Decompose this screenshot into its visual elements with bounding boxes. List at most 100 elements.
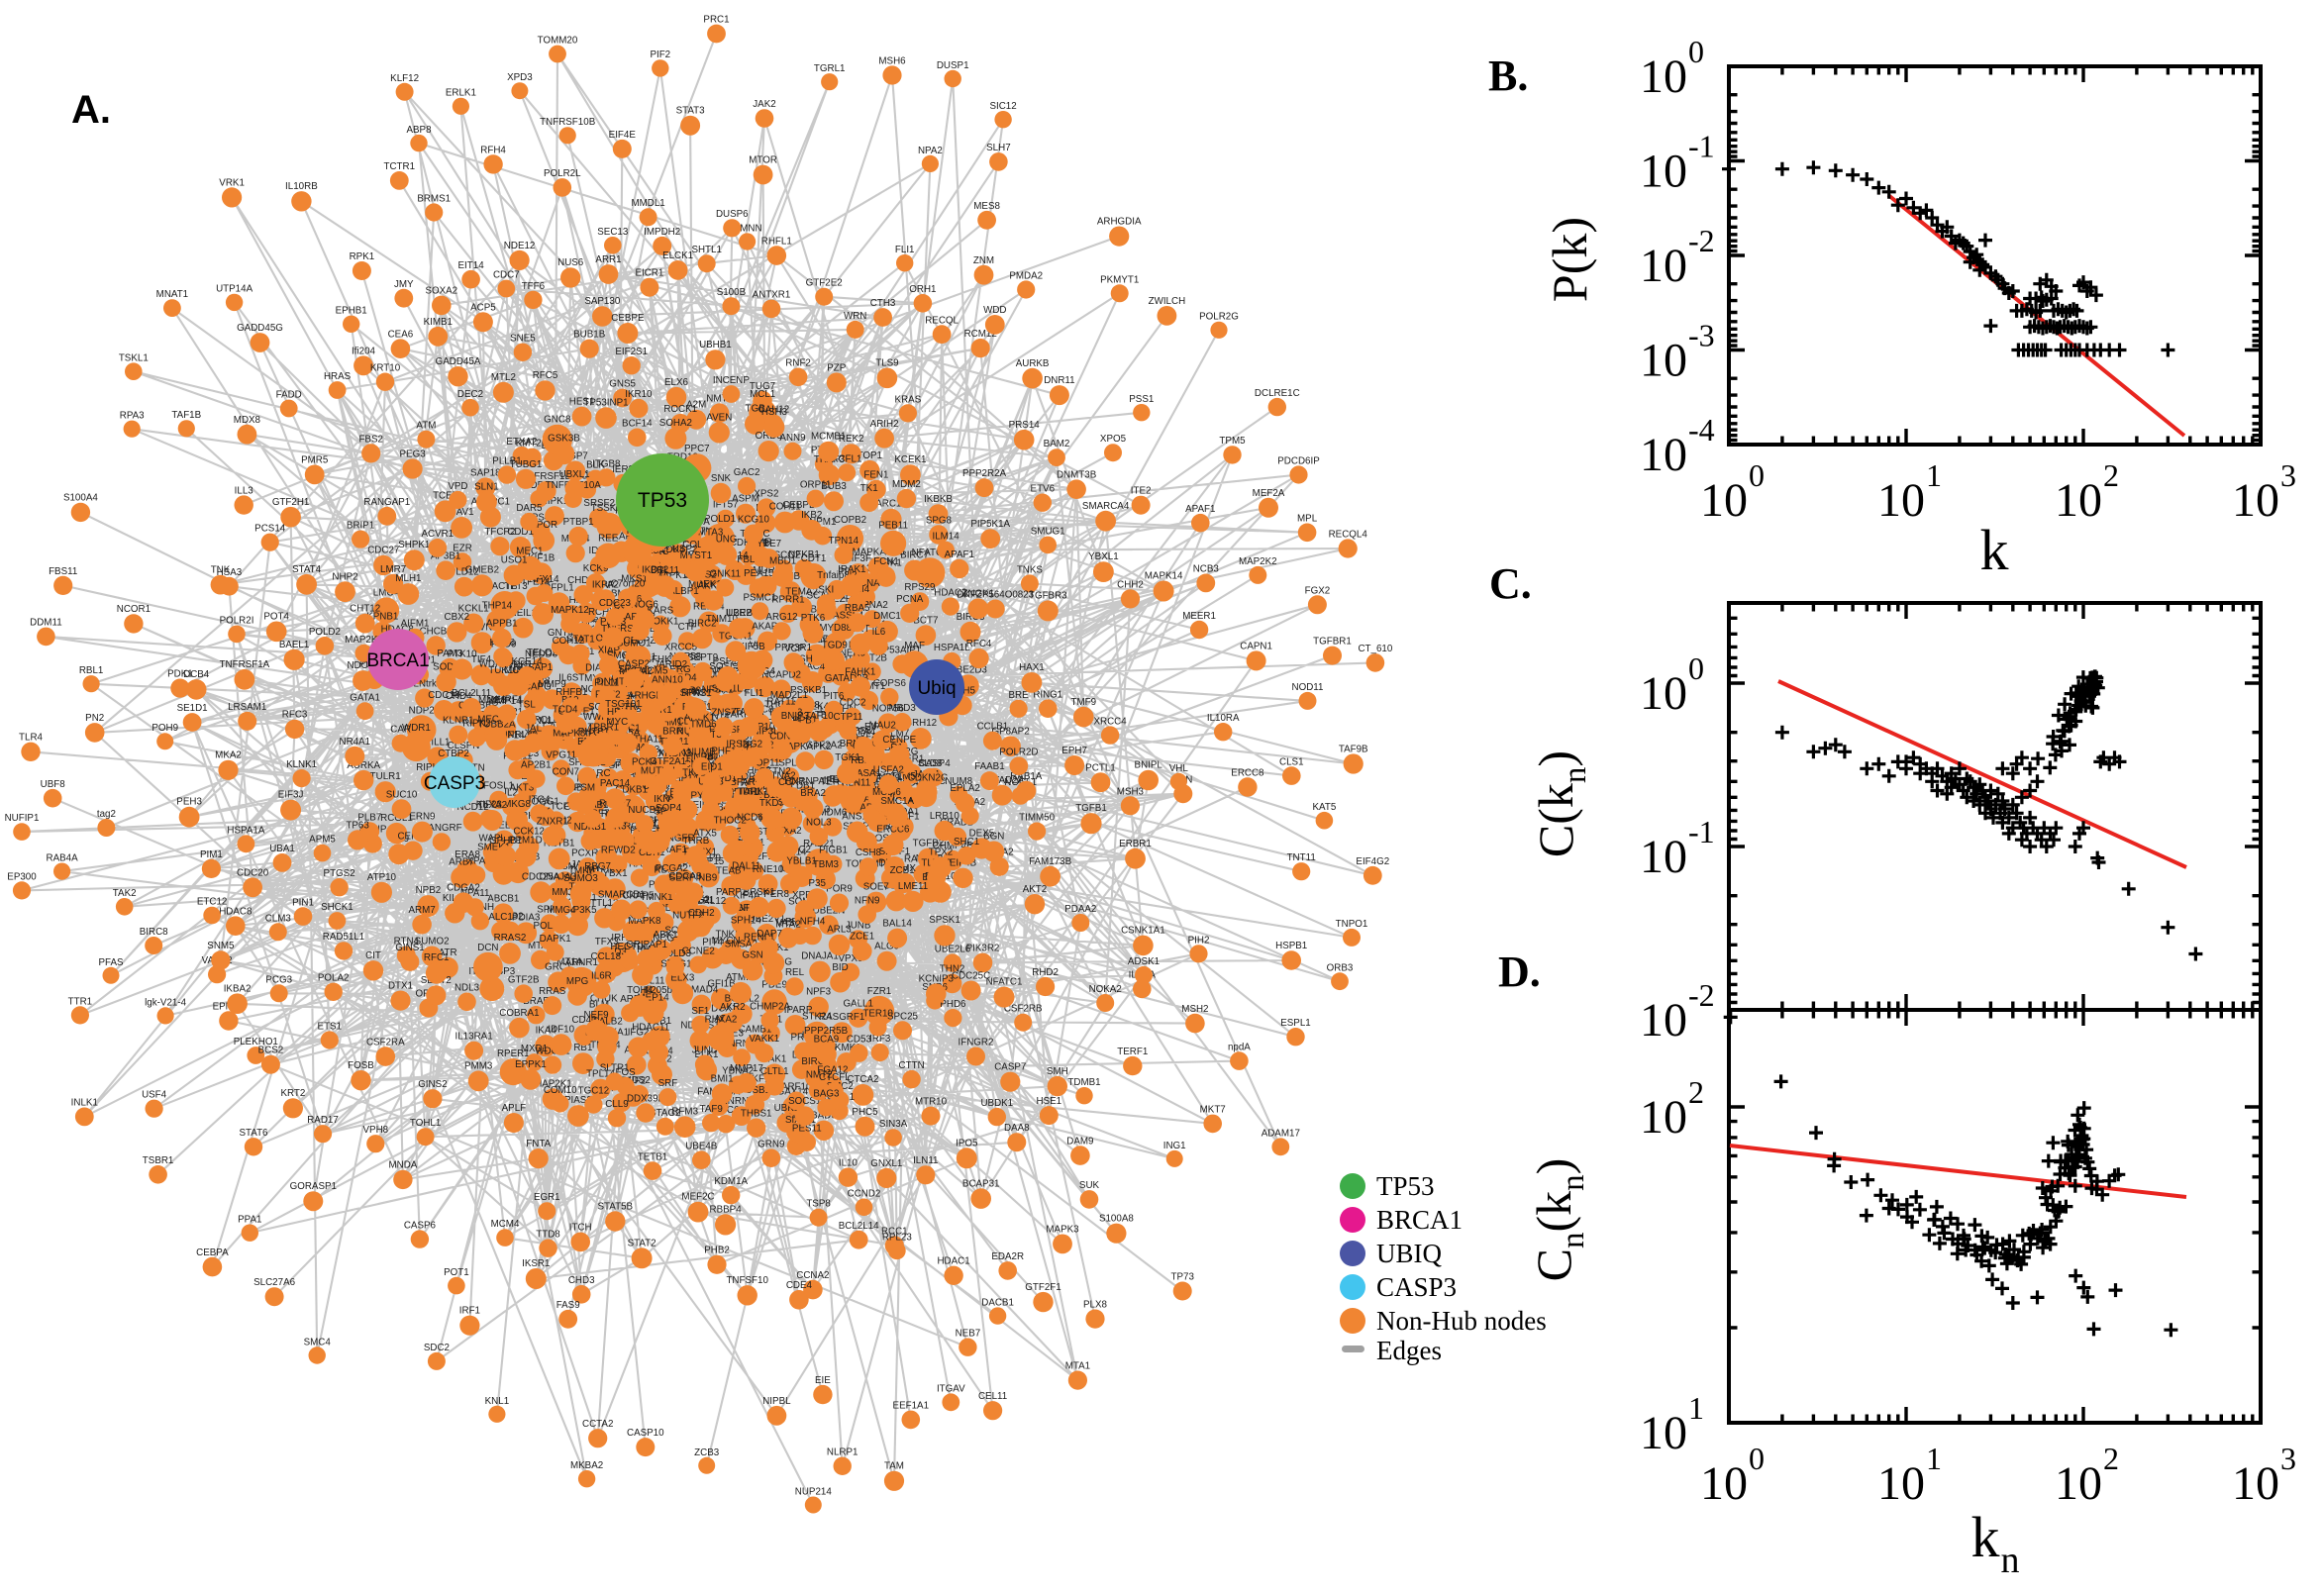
svg-text:PARC: PARC <box>584 768 611 779</box>
svg-text:KIF4A: KIF4A <box>733 890 760 901</box>
svg-text:RPS6KB1: RPS6KB1 <box>783 685 827 696</box>
svg-text:POT4: POT4 <box>263 612 289 623</box>
svg-text:DNAJA1: DNAJA1 <box>801 951 839 962</box>
svg-text:PFAS: PFAS <box>98 957 124 968</box>
svg-text:TIMM50: TIMM50 <box>1019 813 1055 824</box>
svg-text:FBS11: FBS11 <box>49 566 77 577</box>
svg-text:STAT6: STAT6 <box>239 1128 268 1139</box>
svg-text:CETN2: CETN2 <box>759 766 791 777</box>
svg-text:1: 1 <box>1926 1441 1942 1476</box>
svg-text:OGG1: OGG1 <box>532 797 559 808</box>
svg-text:ATB10: ATB10 <box>752 790 781 801</box>
svg-text:RHD2: RHD2 <box>1032 967 1059 978</box>
svg-text:TCTR1: TCTR1 <box>384 161 416 172</box>
svg-text:1: 1 <box>1926 457 1942 493</box>
svg-text:ARNR1: ARNR1 <box>565 957 598 968</box>
svg-text:PPP4C: PPP4C <box>755 718 786 729</box>
svg-text:IL6R: IL6R <box>591 971 612 982</box>
svg-text:CLSPN: CLSPN <box>448 741 480 751</box>
svg-text:POLA1: POLA1 <box>534 921 565 932</box>
svg-text:PIK3R2: PIK3R2 <box>966 944 1000 954</box>
svg-text:BMX: BMX <box>895 863 917 874</box>
svg-text:IKBA2: IKBA2 <box>224 983 252 994</box>
svg-text:TBM3: TBM3 <box>813 859 840 870</box>
svg-text:ELX6: ELX6 <box>664 377 689 388</box>
svg-text:XPS2: XPS2 <box>754 488 778 499</box>
svg-text:GP8AP2: GP8AP2 <box>992 726 1030 737</box>
svg-text:UBXL1: UBXL1 <box>559 469 590 480</box>
svg-text:KCKL1: KCKL1 <box>458 604 489 615</box>
svg-text:MNAT1: MNAT1 <box>156 289 188 300</box>
svg-text:HDAC1: HDAC1 <box>937 1256 969 1267</box>
svg-text:SPH14: SPH14 <box>731 915 762 926</box>
svg-text:DTX1: DTX1 <box>388 981 413 992</box>
svg-text:DDHR1: DDHR1 <box>555 595 588 606</box>
svg-text:MAPK14: MAPK14 <box>1145 571 1183 582</box>
svg-text:SOHA2: SOHA2 <box>659 418 692 429</box>
svg-text:MSH6: MSH6 <box>878 55 906 66</box>
svg-text:10: 10 <box>2055 1457 2102 1510</box>
svg-text:PILL1: PILL1 <box>425 737 451 748</box>
svg-text:ORC4: ORC4 <box>741 772 768 783</box>
svg-text:KLNR1: KLNR1 <box>443 716 474 727</box>
svg-text:FLI1: FLI1 <box>895 245 915 255</box>
svg-text:TDMB1: TDMB1 <box>1067 1077 1100 1088</box>
svg-text:TOP1: TOP1 <box>858 450 882 461</box>
svg-text:SIC12: SIC12 <box>989 101 1016 112</box>
svg-text:TAF1: TAF1 <box>739 787 761 798</box>
svg-text:ALC1: ALC1 <box>488 912 513 923</box>
svg-text:PES11: PES11 <box>792 1124 822 1135</box>
svg-text:CASP3: CASP3 <box>424 773 485 794</box>
svg-text:CLS1: CLS1 <box>1279 756 1304 767</box>
svg-text:SLC27A6: SLC27A6 <box>253 1277 295 1288</box>
svg-text:RFC4: RFC4 <box>966 639 992 649</box>
svg-text:ARHGEF4: ARHGEF4 <box>628 691 674 702</box>
svg-text:POR9: POR9 <box>826 884 853 895</box>
svg-text:GNT4: GNT4 <box>548 628 574 639</box>
svg-text:GNS5: GNS5 <box>609 379 636 390</box>
svg-text:DCB4: DCB4 <box>183 669 210 680</box>
svg-text:FAAB1: FAAB1 <box>974 761 1005 772</box>
svg-text:ZWILCH: ZWILCH <box>1149 296 1186 307</box>
svg-text:Edges: Edges <box>1376 1336 1442 1365</box>
svg-text:PMDA2: PMDA2 <box>1009 270 1043 281</box>
svg-text:FAHK1: FAHK1 <box>845 666 875 677</box>
svg-text:P(k): P(k) <box>1542 217 1597 302</box>
svg-text:TSG101: TSG101 <box>605 699 642 710</box>
svg-text:ANN9: ANN9 <box>779 433 805 444</box>
svg-text:FANCE: FANCE <box>569 684 602 695</box>
svg-text:POT1: POT1 <box>444 1267 469 1278</box>
svg-text:ZCB1: ZCB1 <box>890 865 915 876</box>
svg-text:TTD8: TTD8 <box>536 1230 560 1241</box>
svg-text:CHD4: CHD4 <box>446 691 472 702</box>
svg-text:IKN11: IKN11 <box>654 794 680 805</box>
svg-text:AP2B1: AP2B1 <box>521 759 552 770</box>
svg-text:EEF1A1: EEF1A1 <box>893 1401 930 1412</box>
svg-text:SLTR1: SLTR1 <box>600 1062 630 1073</box>
svg-text:PPP2R5B: PPP2R5B <box>804 1026 849 1037</box>
svg-text:HSE1: HSE1 <box>1037 1096 1062 1107</box>
svg-text:MPG: MPG <box>566 976 588 987</box>
svg-text:KDM1A: KDM1A <box>714 1176 748 1187</box>
svg-text:MT1A: MT1A <box>556 956 583 967</box>
svg-text:DKFZP564O0823: DKFZP564O0823 <box>957 590 1034 601</box>
svg-text:VPH8: VPH8 <box>363 1125 389 1136</box>
svg-text:GATA1: GATA1 <box>350 692 380 703</box>
svg-text:CCL18: CCL18 <box>591 951 622 962</box>
svg-text:ABCB1: ABCB1 <box>487 893 519 904</box>
svg-text:HSPA1A: HSPA1A <box>227 826 264 837</box>
svg-text:TKD7: TKD7 <box>759 798 784 809</box>
svg-text:SAP18: SAP18 <box>470 467 501 478</box>
svg-text:USP7: USP7 <box>562 451 588 462</box>
svg-text:MEER1: MEER1 <box>1182 611 1216 622</box>
svg-text:TSP8: TSP8 <box>806 1199 831 1210</box>
svg-text:REK2: REK2 <box>839 434 864 445</box>
svg-text:EID1: EID1 <box>701 762 723 773</box>
svg-text:SLH7: SLH7 <box>986 143 1011 153</box>
svg-text:TNFRSF1A: TNFRSF1A <box>220 659 270 670</box>
svg-text:Tnfaip8l2: Tnfaip8l2 <box>817 570 857 581</box>
svg-text:ARR1: ARR1 <box>595 254 621 265</box>
svg-text:EIF2S1: EIF2S1 <box>615 347 648 357</box>
svg-text:EZR: EZR <box>453 543 472 553</box>
svg-text:NOKK1: NOKK1 <box>646 617 678 628</box>
